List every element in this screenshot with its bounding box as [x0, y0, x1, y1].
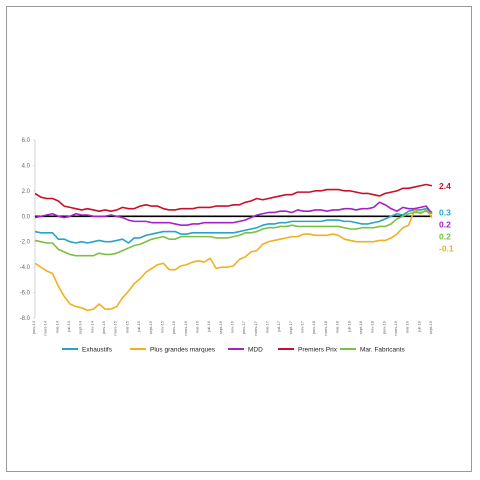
x-tick-label: janv-15: [101, 320, 106, 335]
legend-label-3: Premiers Prix: [298, 346, 338, 353]
x-tick-label: mars-15: [113, 320, 118, 335]
x-tick-label: mars-19: [393, 320, 398, 335]
x-tick-label: sept-19: [428, 320, 433, 334]
x-tick-label: sept-17: [288, 320, 293, 334]
x-tick-label: mars-18: [323, 320, 328, 335]
x-tick-label: juil-19: [416, 320, 421, 332]
legend: Exhaustifs Plus grandes marques MDD Premier…: [62, 346, 406, 353]
series-lines: [34, 183, 433, 312]
x-tick-labels: janv-14 mars-14 mai-14 juil-14 sept-14 nov-14…: [31, 320, 433, 335]
x-tick-label: sept-15: [148, 320, 153, 334]
legend-label-2: MDD: [248, 346, 263, 353]
y-tick-label: -2.0: [20, 240, 31, 246]
x-tick-label: mai-18: [335, 320, 340, 333]
x-tick-label: janv-18: [311, 320, 316, 335]
legend-label-0: Exhaustifs: [82, 346, 113, 353]
legend-label-4: Mar. Fabricants: [360, 346, 406, 353]
end-label-1: -0.1: [439, 243, 454, 253]
y-tick-label: 2.0: [22, 189, 31, 195]
series-line-4: [34, 210, 433, 257]
series-line-1: [34, 209, 433, 312]
x-tick-label: nov-16: [230, 320, 235, 333]
end-value-labels: 2.4 0.3 0.2 0.2 -0.1: [439, 181, 454, 254]
x-tick-label: janv-17: [241, 320, 246, 335]
x-tick-label: nov-14: [89, 320, 94, 333]
x-tick-label: sept-18: [358, 320, 363, 334]
end-label-0: 0.3: [439, 207, 451, 217]
x-tick-label: mai-16: [194, 320, 199, 333]
x-tick-label: mars-17: [253, 320, 258, 335]
series-line-0: [34, 207, 433, 244]
x-tick-label: janv-14: [31, 320, 36, 335]
series-line-3: [34, 183, 433, 212]
y-tick-labels: 6.0 4.0 2.0 0.0 -2.0 -4.0 -6.0 -8.0: [20, 138, 35, 322]
x-tick-label: nov-17: [300, 320, 305, 333]
x-tick-label: mars-16: [183, 320, 188, 335]
x-tick-label: sept-16: [218, 320, 223, 334]
x-tick-label: juil-16: [206, 320, 211, 332]
y-tick-label: 0.0: [22, 214, 31, 220]
end-label-2: 0.2: [439, 219, 451, 229]
x-tick-label: mai-17: [265, 320, 270, 333]
end-label-4: 0.2: [439, 231, 451, 241]
y-tick-label: -4.0: [20, 265, 31, 271]
y-tick-label: 6.0: [22, 138, 31, 144]
series-line-2: [34, 201, 433, 226]
x-tick-label: nov-15: [159, 320, 164, 333]
x-tick-label: janv-16: [171, 320, 176, 335]
x-tick-label: mai-15: [124, 320, 129, 333]
x-tick-label: janv-19: [381, 320, 386, 335]
x-tick-label: juil-14: [66, 320, 71, 332]
y-tick-label: 4.0: [22, 163, 31, 169]
x-tick-label: juil-15: [136, 320, 141, 332]
x-tick-label: juil-18: [346, 320, 351, 332]
y-tick-label: -6.0: [20, 291, 31, 297]
x-tick-label: mai-19: [405, 320, 410, 333]
x-tick-label: nov-18: [370, 320, 375, 333]
x-tick-label: mars-14: [43, 320, 48, 335]
x-tick-label: sept-14: [78, 320, 83, 334]
legend-label-1: Plus grandes marques: [150, 346, 216, 353]
y-tick-label: -8.0: [20, 316, 31, 322]
x-tick-label: mai-14: [54, 320, 59, 333]
chart-frame: [6, 6, 472, 472]
end-label-3: 2.4: [439, 181, 451, 191]
x-tick-label: juil-17: [276, 320, 281, 332]
